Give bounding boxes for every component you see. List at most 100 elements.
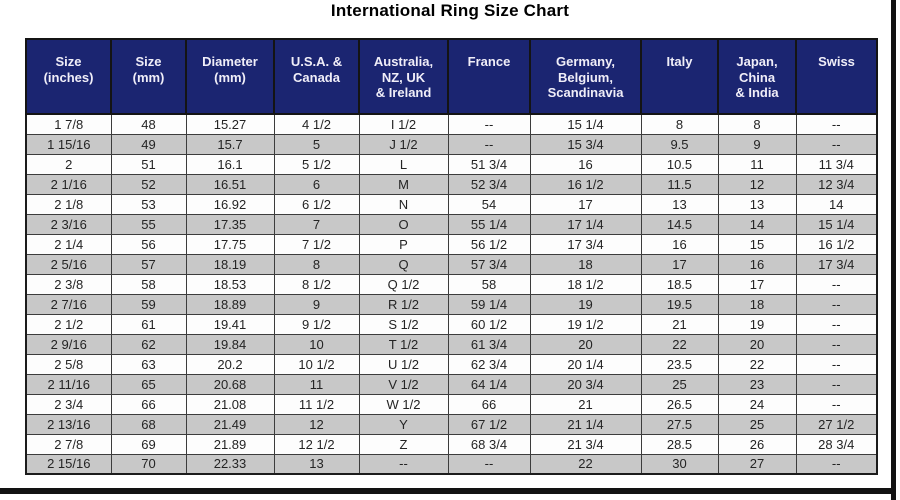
table-cell-france: 52 3/4 (447, 173, 531, 195)
table-cell-australia-nz-uk-ireland: -- (358, 453, 449, 475)
table-cell-size-inches: 2 1/8 (25, 193, 112, 215)
table-cell-australia-nz-uk-ireland: T 1/2 (358, 333, 449, 355)
table-cell-france: 60 1/2 (447, 313, 531, 335)
table-cell-italy: 26.5 (640, 393, 719, 415)
table-cell-diameter-mm: 16.51 (185, 173, 275, 195)
table-cell-diameter-mm: 18.53 (185, 273, 275, 295)
table-cell-size-inches: 2 3/8 (25, 273, 112, 295)
column-header-italy: Italy (640, 38, 719, 115)
table-cell-france: 57 3/4 (447, 253, 531, 275)
table-cell-diameter-mm: 15.27 (185, 113, 275, 135)
table-cell-usa-canada: 9 1/2 (273, 313, 360, 335)
table-cell-australia-nz-uk-ireland: Q 1/2 (358, 273, 449, 295)
table-cell-japan-china-india: 18 (717, 293, 797, 315)
table-row: 2 51 16.1 5 1/2 L 51 3/4 16 10.5 11 11 3/4 (25, 153, 878, 175)
column-header-germany-belgium-scandinavia: Germany, Belgium, Scandinavia (529, 38, 642, 115)
table-cell-size-mm: 52 (110, 173, 187, 195)
table-cell-japan-china-india: 19 (717, 313, 797, 335)
table-cell-usa-canada: 8 (273, 253, 360, 275)
table-row: 2 1/4 56 17.75 7 1/2 P 56 1/2 17 3/4 16 15 16 1/2 (25, 233, 878, 255)
table-cell-diameter-mm: 17.75 (185, 233, 275, 255)
table-cell-germany-belgium-scandinavia: 17 (529, 193, 642, 215)
table-cell-size-inches: 1 15/16 (25, 133, 112, 155)
table-cell-size-inches: 2 9/16 (25, 333, 112, 355)
table-cell-australia-nz-uk-ireland: M (358, 173, 449, 195)
table-cell-germany-belgium-scandinavia: 21 (529, 393, 642, 415)
table-cell-swiss: -- (795, 293, 878, 315)
column-header-australia-nz-uk-ireland: Australia, NZ, UK & Ireland (358, 38, 449, 115)
table-cell-france: 66 (447, 393, 531, 415)
table-cell-germany-belgium-scandinavia: 22 (529, 453, 642, 475)
table-cell-japan-china-india: 26 (717, 433, 797, 455)
table-cell-size-inches: 2 1/2 (25, 313, 112, 335)
table-cell-australia-nz-uk-ireland: V 1/2 (358, 373, 449, 395)
table-cell-swiss: -- (795, 453, 878, 475)
table-cell-swiss: -- (795, 113, 878, 135)
table-cell-usa-canada: 12 1/2 (273, 433, 360, 455)
table-cell-japan-china-india: 20 (717, 333, 797, 355)
table-cell-size-mm: 59 (110, 293, 187, 315)
table-cell-japan-china-india: 17 (717, 273, 797, 295)
table-cell-diameter-mm: 17.35 (185, 213, 275, 235)
table-cell-size-mm: 51 (110, 153, 187, 175)
table-cell-germany-belgium-scandinavia: 18 1/2 (529, 273, 642, 295)
ring-size-table-container: Size (inches) Size (mm) Diameter (mm) U.S.A… (25, 38, 878, 475)
table-cell-australia-nz-uk-ireland: L (358, 153, 449, 175)
table-cell-france: -- (447, 113, 531, 135)
table-cell-germany-belgium-scandinavia: 21 1/4 (529, 413, 642, 435)
table-cell-italy: 21 (640, 313, 719, 335)
table-cell-diameter-mm: 18.89 (185, 293, 275, 315)
table-header: Size (inches) Size (mm) Diameter (mm) U.S.A… (25, 38, 878, 115)
table-cell-size-inches: 2 1/4 (25, 233, 112, 255)
table-cell-france: 62 3/4 (447, 353, 531, 375)
table-cell-italy: 25 (640, 373, 719, 395)
table-row: 2 13/16 68 21.49 12 Y 67 1/2 21 1/4 27.5 25 27 1/… (25, 413, 878, 435)
column-header-usa-canada: U.S.A. & Canada (273, 38, 360, 115)
table-cell-japan-china-india: 8 (717, 113, 797, 135)
table-row: 2 3/16 55 17.35 7 O 55 1/4 17 1/4 14.5 14 15 1/4 (25, 213, 878, 235)
table-cell-france: 68 3/4 (447, 433, 531, 455)
table-cell-france: 58 (447, 273, 531, 295)
table-cell-size-inches: 2 11/16 (25, 373, 112, 395)
table-cell-usa-canada: 10 (273, 333, 360, 355)
table-cell-germany-belgium-scandinavia: 20 3/4 (529, 373, 642, 395)
table-cell-swiss: -- (795, 273, 878, 295)
column-header-japan-china-india: Japan, China & India (717, 38, 797, 115)
table-cell-diameter-mm: 16.92 (185, 193, 275, 215)
table-cell-germany-belgium-scandinavia: 19 1/2 (529, 313, 642, 335)
column-header-size-mm: Size (mm) (110, 38, 187, 115)
table-cell-italy: 23.5 (640, 353, 719, 375)
table-cell-italy: 27.5 (640, 413, 719, 435)
table-row: 2 11/16 65 20.68 11 V 1/2 64 1/4 20 3/4 25 23 -- (25, 373, 878, 395)
table-cell-size-inches: 2 13/16 (25, 413, 112, 435)
table-cell-diameter-mm: 19.84 (185, 333, 275, 355)
table-cell-size-inches: 2 5/8 (25, 353, 112, 375)
table-row: 1 7/8 48 15.27 4 1/2 I 1/2 -- 15 1/4 8 8 -- (25, 113, 878, 135)
table-cell-japan-china-india: 16 (717, 253, 797, 275)
table-cell-size-inches: 2 15/16 (25, 453, 112, 475)
table-cell-size-mm: 63 (110, 353, 187, 375)
table-cell-size-mm: 65 (110, 373, 187, 395)
table-cell-usa-canada: 11 (273, 373, 360, 395)
table-cell-usa-canada: 7 (273, 213, 360, 235)
table-cell-diameter-mm: 19.41 (185, 313, 275, 335)
table-row: 2 15/16 70 22.33 13 -- -- 22 30 27 -- (25, 453, 878, 475)
table-cell-italy: 14.5 (640, 213, 719, 235)
table-cell-size-mm: 57 (110, 253, 187, 275)
table-cell-usa-canada: 10 1/2 (273, 353, 360, 375)
table-cell-swiss: 14 (795, 193, 878, 215)
table-cell-size-mm: 66 (110, 393, 187, 415)
table-cell-italy: 22 (640, 333, 719, 355)
table-cell-italy: 28.5 (640, 433, 719, 455)
table-cell-japan-china-india: 25 (717, 413, 797, 435)
page-title: International Ring Size Chart (330, 1, 570, 20)
table-cell-australia-nz-uk-ireland: U 1/2 (358, 353, 449, 375)
table-cell-usa-canada: 13 (273, 453, 360, 475)
table-cell-italy: 13 (640, 193, 719, 215)
table-cell-swiss: -- (795, 393, 878, 415)
image-right-border-line (891, 0, 896, 500)
table-body: 1 7/8 48 15.27 4 1/2 I 1/2 -- 15 1/4 8 8 -- 1 15/1… (25, 113, 878, 475)
table-cell-germany-belgium-scandinavia: 18 (529, 253, 642, 275)
table-cell-australia-nz-uk-ireland: Q (358, 253, 449, 275)
table-cell-italy: 16 (640, 233, 719, 255)
